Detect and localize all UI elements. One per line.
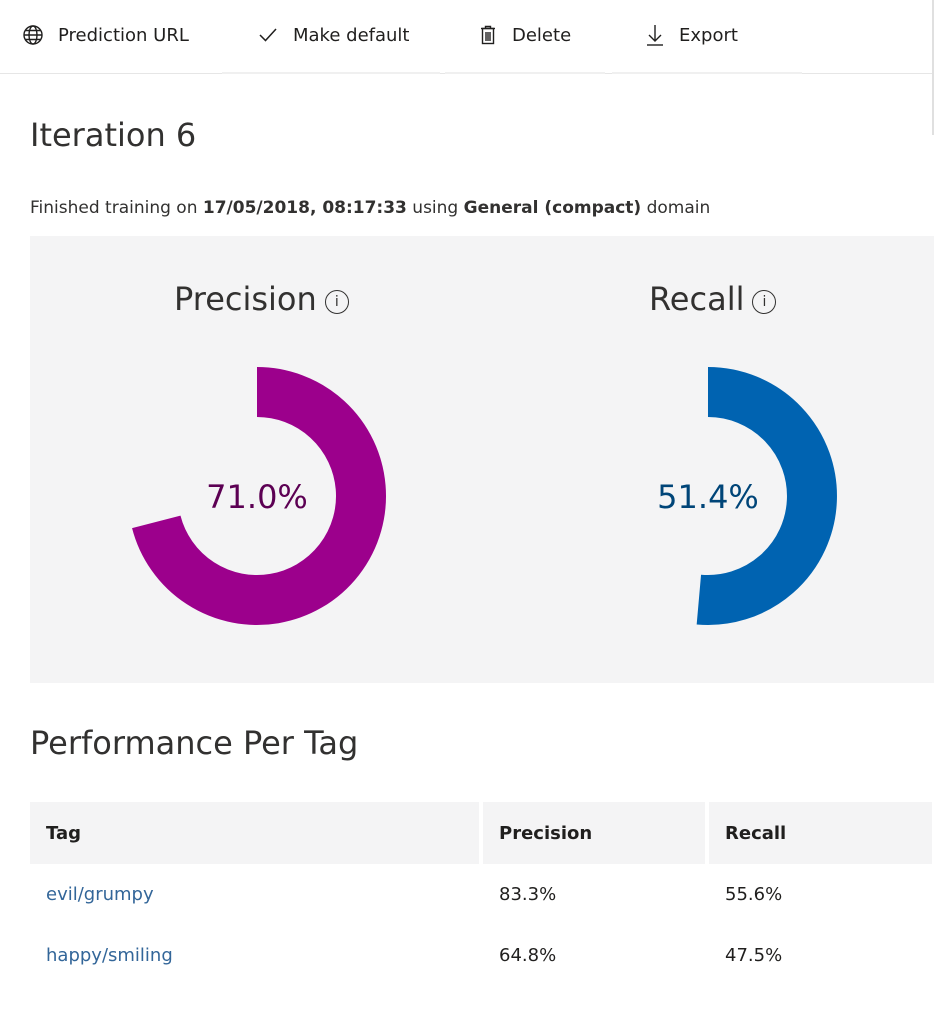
download-icon: [645, 23, 665, 47]
precision-label: Precision: [174, 280, 317, 318]
toolbar-divider: [222, 72, 440, 74]
performance-per-tag-title: Performance Per Tag: [30, 724, 359, 762]
recall-donut-chart: [696, 367, 837, 625]
summary-prefix: Finished training on: [30, 198, 203, 218]
training-summary: Finished training on 17/05/2018, 08:17:3…: [30, 198, 710, 218]
column-header-recall[interactable]: Recall: [709, 802, 932, 864]
export-button[interactable]: Export: [645, 18, 738, 52]
make-default-button[interactable]: Make default: [257, 18, 409, 52]
export-label: Export: [679, 24, 738, 46]
prediction-url-label: Prediction URL: [58, 24, 189, 46]
tag-precision: 83.3%: [499, 884, 557, 905]
trash-icon: [478, 24, 498, 46]
toolbar-divider: [612, 72, 802, 74]
tag-recall: 55.6%: [725, 884, 783, 905]
precision-donut-chart: [132, 367, 386, 625]
summary-mid: using: [406, 198, 464, 218]
scrollbar-edge: [932, 0, 934, 135]
make-default-label: Make default: [293, 24, 410, 46]
table-row: happy/smiling 64.8% 47.5%: [30, 925, 932, 986]
delete-label: Delete: [512, 24, 572, 46]
column-header-tag[interactable]: Tag: [30, 802, 479, 864]
checkmark-icon: [257, 24, 279, 46]
recall-value: 51.4%: [657, 478, 759, 516]
summary-suffix: domain: [641, 198, 711, 218]
precision-heading: Precision i: [174, 280, 349, 318]
info-icon[interactable]: i: [752, 290, 777, 314]
globe-icon: [22, 24, 44, 46]
tag-link[interactable]: evil/grumpy: [46, 884, 154, 905]
prediction-url-button[interactable]: Prediction URL: [22, 18, 189, 52]
command-toolbar: Prediction URL Make default: [0, 0, 934, 74]
tag-link[interactable]: happy/smiling: [46, 945, 173, 966]
page-title: Iteration 6: [30, 116, 197, 154]
info-icon[interactable]: i: [324, 290, 349, 314]
tag-precision: 64.8%: [499, 945, 557, 966]
recall-arc: [696, 367, 837, 625]
precision-value: 71.0%: [206, 478, 308, 516]
delete-button[interactable]: Delete: [478, 18, 571, 52]
tag-recall: 47.5%: [725, 945, 783, 966]
column-header-precision[interactable]: Precision: [483, 802, 705, 864]
training-domain: General (compact): [463, 198, 642, 218]
table-row: evil/grumpy 83.3% 55.6%: [30, 864, 932, 925]
recall-label: Recall: [649, 280, 745, 318]
table-header: Tag Precision Recall: [30, 802, 932, 864]
training-date: 17/05/2018, 08:17:33: [202, 198, 407, 218]
toolbar-divider: [445, 72, 605, 74]
performance-table: Tag Precision Recall evil/grumpy 83.3% 5…: [30, 802, 932, 986]
precision-arc: [132, 367, 386, 625]
recall-heading: Recall i: [649, 280, 777, 318]
